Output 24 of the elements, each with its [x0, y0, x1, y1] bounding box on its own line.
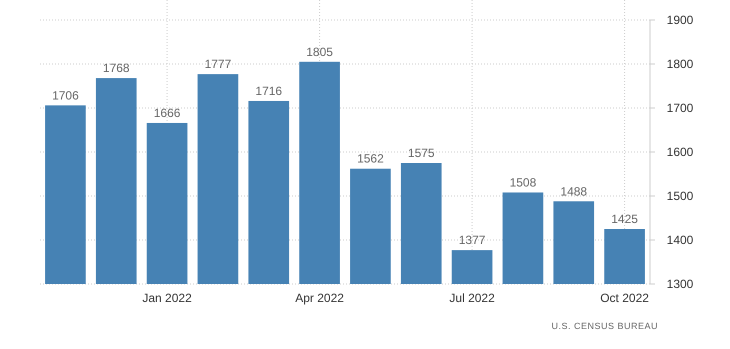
data-label: 1706 — [52, 88, 80, 102]
text: U.S. CENSUS BUREAU — [551, 321, 658, 331]
data-label: 1575 — [408, 146, 435, 160]
data-label: 1425 — [611, 212, 638, 226]
data-label: 1488 — [560, 184, 588, 198]
x-tick-label: Oct 2022 — [600, 291, 650, 305]
data-label: 1716 — [255, 84, 282, 98]
data-label: 1805 — [306, 44, 334, 59]
data-label: 1768 — [102, 61, 130, 76]
y-tick-label: 1500 — [666, 189, 694, 203]
y-tick-label: 1900 — [666, 13, 694, 27]
data-label: 1508 — [510, 175, 537, 190]
y-tick-label: 1800 — [666, 57, 694, 71]
y-tick-label: 1700 — [666, 101, 694, 115]
data-label: 1562 — [357, 152, 384, 166]
x-tick-label: Apr 2022 — [295, 291, 344, 305]
data-label: 1377 — [458, 233, 486, 248]
data-label: 1777 — [204, 57, 232, 72]
y-tick-label: 1300 — [666, 277, 694, 291]
y-tick-label: 1600 — [666, 145, 694, 159]
x-tick-label: Jul 2022 — [449, 291, 496, 305]
x-tick-label: Jan 2022 — [142, 291, 192, 305]
data-label: 1666 — [154, 106, 181, 120]
y-tick-label: 1400 — [666, 233, 694, 247]
